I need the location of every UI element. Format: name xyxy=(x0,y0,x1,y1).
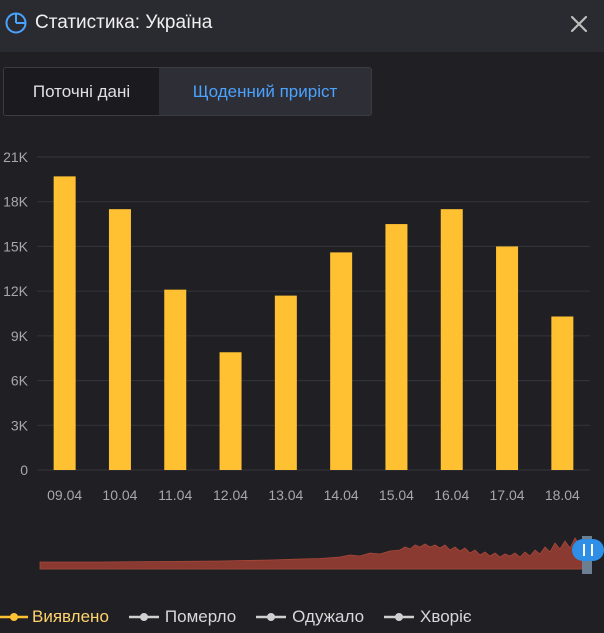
y-tick-label: 0 xyxy=(20,462,28,478)
x-tick-label: 10.04 xyxy=(102,487,137,503)
x-tick-label: 16.04 xyxy=(434,487,469,503)
bar-13.04[interactable] xyxy=(274,295,297,470)
legend-marker-icon xyxy=(256,613,287,621)
legend-item-detected[interactable]: Виявлено xyxy=(0,607,109,627)
y-tick-label: 9K xyxy=(11,328,29,344)
x-tick-label: 13.04 xyxy=(268,487,303,503)
bar-17.04[interactable] xyxy=(496,246,519,470)
y-tick-label: 3K xyxy=(11,417,29,433)
bar-15.04[interactable] xyxy=(385,224,408,470)
x-tick-label: 14.04 xyxy=(324,487,359,503)
y-tick-label: 18K xyxy=(3,194,29,210)
legend-marker-icon xyxy=(384,613,415,621)
x-tick-label: 09.04 xyxy=(47,487,82,503)
legend-label: Виявлено xyxy=(32,607,109,626)
x-tick-label: 11.04 xyxy=(158,487,192,503)
bar-chart: 0 3K 6K 9K 12K 15K 18K 21K 09.04 10.04 11.04 12.04 1… xyxy=(3,149,590,503)
legend-marker-icon xyxy=(0,613,28,621)
y-tick-label: 12K xyxy=(3,283,29,299)
tab-current-data[interactable]: Поточні дані xyxy=(4,68,159,115)
x-tick-label: 17.04 xyxy=(490,487,525,503)
navigator[interactable] xyxy=(0,530,604,578)
navigator-handle[interactable] xyxy=(572,536,604,574)
bar-11.04[interactable] xyxy=(164,289,187,470)
tab-daily-growth[interactable]: Щоденний приріст xyxy=(159,68,371,115)
legend-item-sick[interactable]: Хворіє xyxy=(382,607,472,627)
chart-legend: Виявлено Померло Одужало Хворіє xyxy=(0,604,490,630)
x-tick-label: 15.04 xyxy=(379,487,414,503)
x-tick-label: 12.04 xyxy=(213,487,248,503)
header-bar: Статистика: Україна xyxy=(0,0,604,52)
y-tick-label: 6K xyxy=(11,373,29,389)
legend-item-died[interactable]: Померло xyxy=(127,607,236,627)
legend-item-recovered[interactable]: Одужало xyxy=(254,607,364,627)
close-icon[interactable] xyxy=(566,11,592,37)
x-tick-label: 18.04 xyxy=(545,487,580,503)
y-tick-label: 21K xyxy=(3,149,29,165)
bar-12.04[interactable] xyxy=(219,352,242,470)
bar-10.04[interactable] xyxy=(108,209,131,470)
bar-09.04[interactable] xyxy=(53,176,76,470)
bar-18.04[interactable] xyxy=(551,316,574,470)
bar-16.04[interactable] xyxy=(440,209,463,470)
legend-label: Одужало xyxy=(292,607,365,626)
navigator-area xyxy=(39,536,591,570)
pie-chart-icon xyxy=(5,12,27,34)
legend-marker-icon xyxy=(128,613,159,621)
bar-14.04[interactable] xyxy=(330,252,353,470)
legend-label: Померло xyxy=(164,607,237,626)
y-tick-label: 15K xyxy=(3,238,29,254)
tab-bar: Поточні дані Щоденний приріст xyxy=(3,67,372,116)
page-title: Статистика: Україна xyxy=(35,12,213,33)
legend-label: Хворіє xyxy=(420,607,472,626)
